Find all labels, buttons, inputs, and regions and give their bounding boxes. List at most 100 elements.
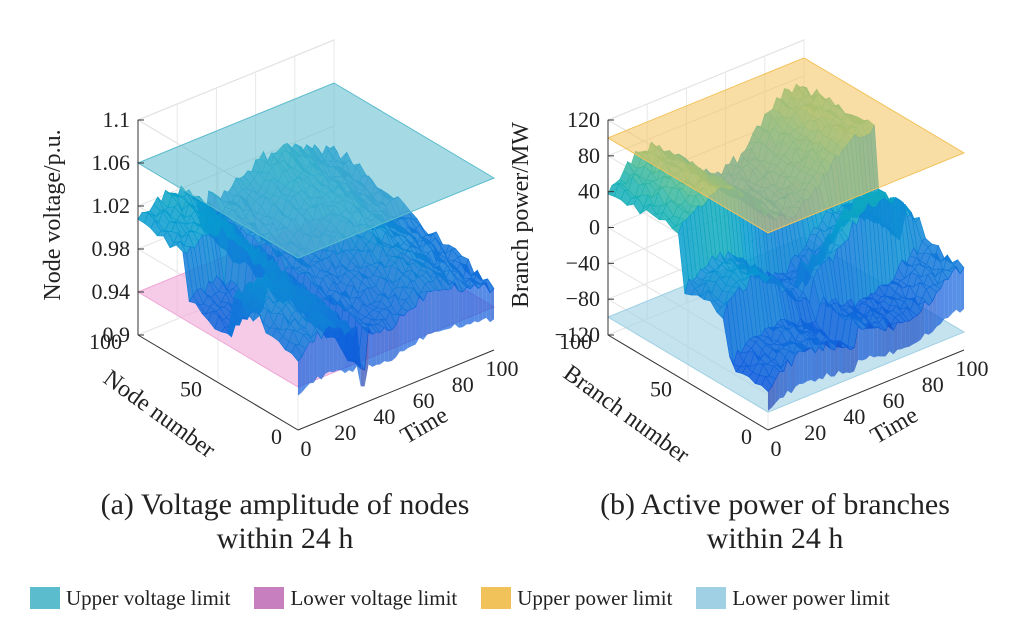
- b-surface-skirt: [791, 355, 796, 394]
- b-surface-skirt: [952, 266, 957, 314]
- b-y-tick-label-2: 100: [559, 329, 592, 354]
- a-surface-skirt: [345, 331, 349, 374]
- legend-item-upper-voltage: Upper voltage limit: [30, 586, 230, 611]
- b-y-tick-label-1: 50: [650, 377, 672, 402]
- b-surface-skirt: [807, 347, 812, 382]
- a-surface-skirt: [392, 324, 396, 361]
- legend-swatch-upper-voltage: [30, 587, 60, 609]
- legend-item-lower-voltage: Lower voltage limit: [254, 586, 457, 611]
- b-surface-skirt: [869, 322, 874, 358]
- b-surface-skirt: [881, 329, 886, 357]
- a-surface-skirt: [364, 327, 369, 387]
- b-surface-skirt: [787, 359, 792, 394]
- a-surface-skirt: [396, 314, 400, 358]
- a-surface-skirt: [407, 309, 412, 349]
- a-surface-skirt: [419, 295, 424, 340]
- a-surface-skirt: [337, 326, 342, 371]
- caption-a: (a) Voltage amplitude of nodes within 24…: [40, 488, 530, 556]
- b-surface-skirt: [842, 347, 847, 374]
- b-surface-skirt: [877, 327, 882, 357]
- a-surface-skirt: [376, 331, 381, 365]
- b-x-tick-label-4: 80: [922, 372, 944, 397]
- b-surface-skirt: [768, 386, 772, 411]
- b-surface-skirt: [901, 321, 906, 350]
- b-surface-skirt: [932, 292, 937, 332]
- a-surface-skirt: [352, 326, 357, 372]
- b-upper-limit-plane: [606, 57, 966, 234]
- caption-b: (b) Active power of branches within 24 h: [530, 488, 1020, 556]
- a-z-tick-label-1: 0.94: [92, 279, 131, 304]
- b-surface-skirt: [940, 279, 945, 325]
- b-surface-skirt: [909, 318, 913, 347]
- a-surface-skirt: [443, 289, 447, 331]
- b-surface-skirt: [928, 301, 933, 335]
- b-surface-skirt: [920, 301, 925, 340]
- b-surface-skirt: [889, 322, 894, 355]
- a-surface-skirt: [470, 284, 475, 325]
- a-surface-skirt: [388, 329, 393, 362]
- a-surface-skirt: [380, 327, 385, 365]
- b-surface-skirt: [956, 266, 961, 313]
- caption-a-line2: within 24 h: [216, 522, 354, 555]
- a-surface-skirt: [384, 327, 389, 362]
- a-surface-skirt: [301, 348, 306, 393]
- a-surface-skirt: [372, 331, 377, 367]
- b-surface-skirt: [822, 340, 827, 380]
- a-x-tick-label-2: 40: [373, 404, 395, 429]
- a-surface-skirt: [411, 307, 416, 347]
- b-z-tick-label-4: 40: [578, 179, 600, 204]
- b-x-axis-line: [767, 349, 965, 431]
- b-z-tick-label-0: −120: [555, 322, 600, 347]
- b-surface-skirt: [799, 350, 804, 384]
- a-surface-skirt: [321, 328, 326, 380]
- a-surface-skirt: [474, 284, 479, 323]
- b-surface-skirt: [815, 347, 819, 382]
- a-z-tick-label-5: 1.1: [103, 107, 131, 132]
- legend-swatch-upper-power: [481, 587, 512, 609]
- b-surface-skirt: [838, 340, 843, 374]
- b-surface-skirt: [775, 371, 780, 403]
- a-x-tick-label-1: 20: [334, 420, 356, 445]
- a-y-tick-label-2: 100: [89, 329, 122, 354]
- a-z-tick-label-4: 1.06: [92, 150, 131, 175]
- b-surface-skirt: [834, 340, 839, 377]
- b-surface-skirt: [783, 359, 788, 398]
- a-surface-skirt: [423, 291, 428, 340]
- a-surface-skirt: [360, 368, 365, 387]
- a-x-tick-label-5: 100: [486, 356, 519, 381]
- a-surface-skirt: [305, 341, 310, 388]
- b-surface-skirt: [862, 328, 866, 361]
- a-surface-skirt: [482, 282, 487, 320]
- b-x-tick-label-5: 100: [956, 356, 989, 381]
- b-z-axis-title: Branch power/MW: [508, 122, 534, 308]
- b-surface-skirt: [819, 347, 823, 380]
- a-z-tick-label-0: 0.9: [103, 322, 131, 347]
- b-surface-skirt: [885, 322, 890, 357]
- a-surface-skirt: [462, 287, 467, 328]
- a-surface-skirt: [435, 289, 440, 332]
- legend-swatch-lower-power: [696, 587, 727, 609]
- b-surface-skirt: [917, 311, 921, 343]
- b-z-tick-label-6: 120: [567, 107, 600, 132]
- b-y-axis-line: [607, 334, 769, 431]
- legend-label-lower-power: Lower power limit: [732, 585, 890, 610]
- a-surface-skirt: [356, 326, 361, 387]
- a-surface-skirt: [341, 328, 345, 374]
- a-x-tick-label-3: 60: [413, 388, 435, 413]
- a-surface-skirt: [368, 327, 373, 367]
- legend-item-upper-power: Upper power limit: [481, 586, 672, 611]
- b-surface-skirt: [779, 371, 784, 399]
- b-surface-skirt: [771, 378, 776, 408]
- a-surface-skirt: [439, 289, 443, 332]
- a-axis-lines: [137, 119, 495, 431]
- b-axis-lines: [607, 119, 965, 431]
- legend-label-upper-voltage: Upper voltage limit: [66, 585, 231, 610]
- b-y-tick-label-0: 0: [741, 424, 752, 449]
- b-x-tick-label-2: 40: [843, 404, 865, 429]
- a-surface-skirt: [458, 291, 463, 328]
- b-surface-skirt: [826, 340, 831, 377]
- b-surface-skirt: [866, 322, 870, 360]
- a-x-tick-label-0: 0: [301, 436, 312, 461]
- a-surface-skirt: [466, 287, 471, 325]
- a-surface-skirt: [309, 341, 314, 384]
